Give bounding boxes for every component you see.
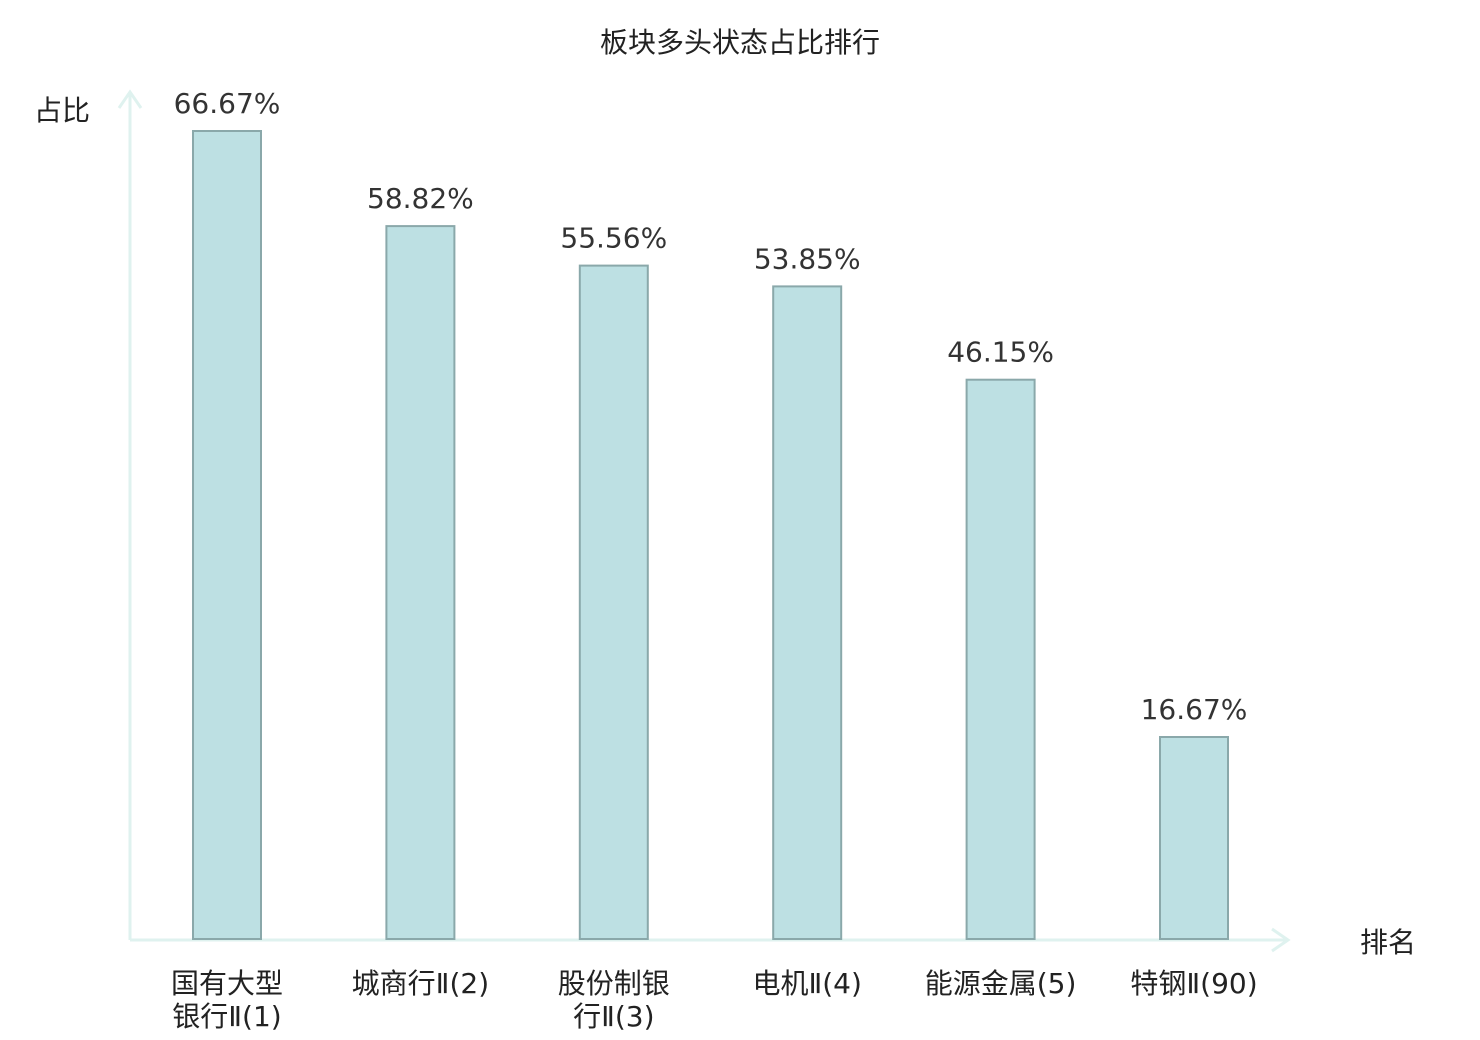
bar [385, 225, 456, 941]
bar [772, 285, 843, 940]
value-label: 55.56% [560, 222, 667, 255]
chart-title: 板块多头状态占比排行 [600, 26, 880, 59]
category-label: 特钢Ⅱ(90) [1130, 967, 1257, 1000]
category-label: 城商行Ⅱ(2) [352, 967, 489, 1000]
value-label: 16.67% [1141, 693, 1248, 726]
y-axis-arrow [117, 89, 143, 109]
bar [1159, 736, 1229, 940]
bar [192, 130, 262, 940]
category-label: 行Ⅱ(3) [573, 1000, 654, 1033]
value-label: 58.82% [367, 182, 474, 215]
category-label: 银行Ⅱ(1) [172, 1000, 281, 1033]
bar [965, 378, 1036, 940]
category-label: 股份制银 [558, 967, 670, 1000]
category-label: 能源金属(5) [925, 967, 1077, 1000]
x-axis-arrow [1271, 927, 1291, 953]
bars-group [192, 130, 1229, 941]
value-label: 46.15% [947, 336, 1054, 369]
category-label: 电机Ⅱ(4) [752, 967, 861, 1000]
axes [117, 89, 1291, 953]
bar [578, 264, 649, 941]
value-label: 53.85% [754, 242, 861, 275]
y-axis-label: 占比 [34, 94, 90, 127]
category-label: 国有大型 [171, 967, 283, 1000]
x-axis-label: 排名 [1360, 926, 1416, 959]
value-labels-group: 66.67% 58.82% 55.56% 53.85% 46.15% 16.67% [174, 87, 1248, 726]
value-label: 66.67% [174, 87, 281, 120]
